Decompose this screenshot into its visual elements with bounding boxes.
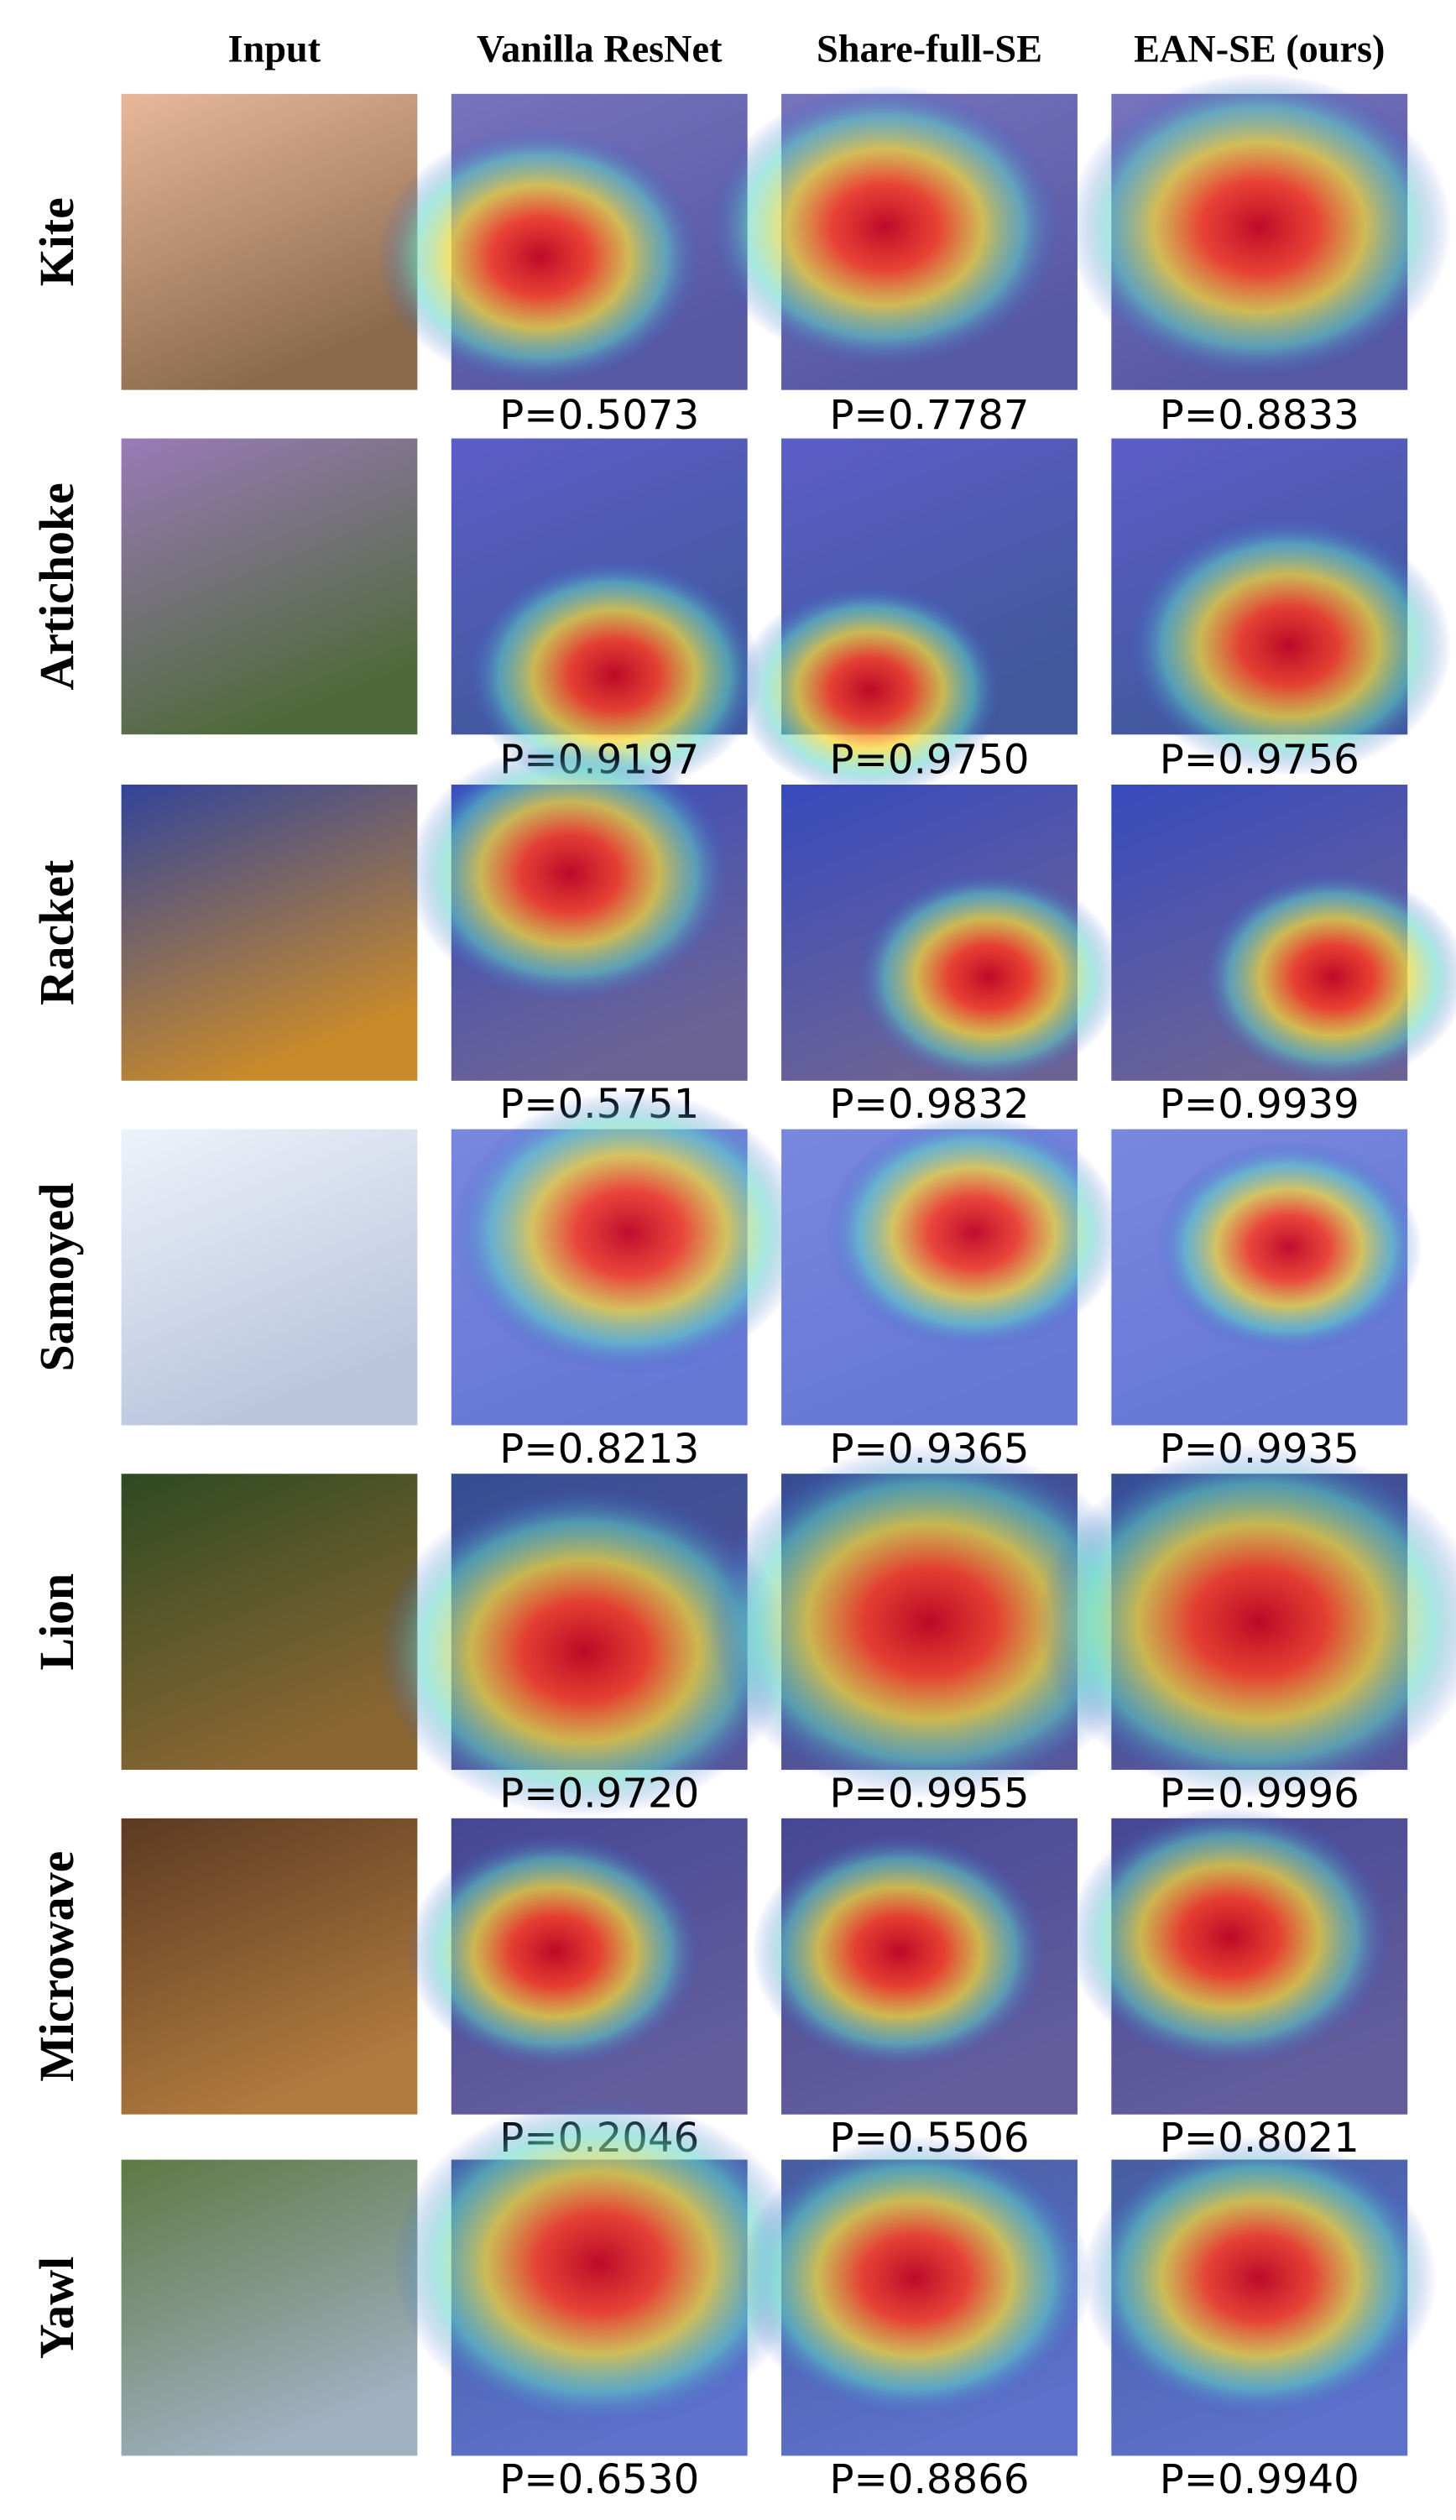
column-header: Vanilla ResNet xyxy=(477,28,723,70)
row-label: Yawl xyxy=(29,2257,84,2359)
score: P=0.9955 xyxy=(829,1770,1029,1817)
input-image xyxy=(121,2159,418,2456)
score: P=0.9750 xyxy=(829,737,1029,784)
heatmap-hotspot xyxy=(1156,1140,1422,1354)
input-image xyxy=(121,1129,418,1426)
row-label: Microwave xyxy=(29,1851,84,2082)
score: P=0.9756 xyxy=(1160,737,1359,784)
row-label: Samoyed xyxy=(29,1183,84,1372)
input-image xyxy=(121,93,418,390)
heatmap-hotspot xyxy=(737,2136,1093,2421)
heatmap-hotspot xyxy=(1067,73,1453,382)
heatmap-hotspot xyxy=(1126,515,1453,776)
heatmap-hotspot xyxy=(392,2097,807,2429)
input-image xyxy=(121,1474,418,1771)
score: P=0.8866 xyxy=(829,2456,1029,2503)
score: P=0.8833 xyxy=(1160,392,1359,439)
score: P=0.9940 xyxy=(1160,2456,1359,2503)
heatmap-hotspot xyxy=(1200,870,1456,1084)
heatmap-hotspot xyxy=(1037,1444,1456,1800)
heatmap-hotspot xyxy=(377,126,703,388)
column-header: Input xyxy=(227,28,321,70)
input-image xyxy=(121,1818,418,2115)
score: P=0.6530 xyxy=(499,2456,699,2503)
heatmap-hotspot xyxy=(737,583,1004,797)
row-label: Lion xyxy=(29,1573,84,1671)
heatmap-hotspot xyxy=(707,85,1063,369)
score: P=0.5073 xyxy=(499,392,699,439)
row-label: Kite xyxy=(29,197,84,286)
heatmap-hotspot xyxy=(406,1833,703,2070)
heatmap-hotspot xyxy=(707,1443,1152,1800)
heatmap-hotspot xyxy=(1082,2136,1438,2421)
row-label: Artichoke xyxy=(29,483,84,690)
heatmap-hotspot xyxy=(466,556,763,794)
heatmap-hotspot xyxy=(451,1090,807,1375)
score: P=0.9939 xyxy=(1160,1081,1359,1128)
heatmap-hotspot xyxy=(1067,1806,1393,2068)
heatmap-hotspot xyxy=(377,1485,792,1818)
score: P=0.7787 xyxy=(829,392,1029,439)
input-image xyxy=(121,438,418,735)
score: P=0.9720 xyxy=(499,1770,699,1817)
input-image xyxy=(121,785,418,1081)
row-label: Racket xyxy=(29,860,84,1005)
heatmap-hotspot xyxy=(855,870,1122,1084)
column-header: EAN-SE (ours) xyxy=(1134,28,1385,70)
heatmap-hotspot xyxy=(751,1833,1048,2070)
heatmap-hotspot xyxy=(406,743,733,1004)
column-header: Share-full-SE xyxy=(817,28,1042,70)
score: P=0.8213 xyxy=(499,1426,699,1473)
heatmap-hotspot xyxy=(826,1114,1122,1352)
